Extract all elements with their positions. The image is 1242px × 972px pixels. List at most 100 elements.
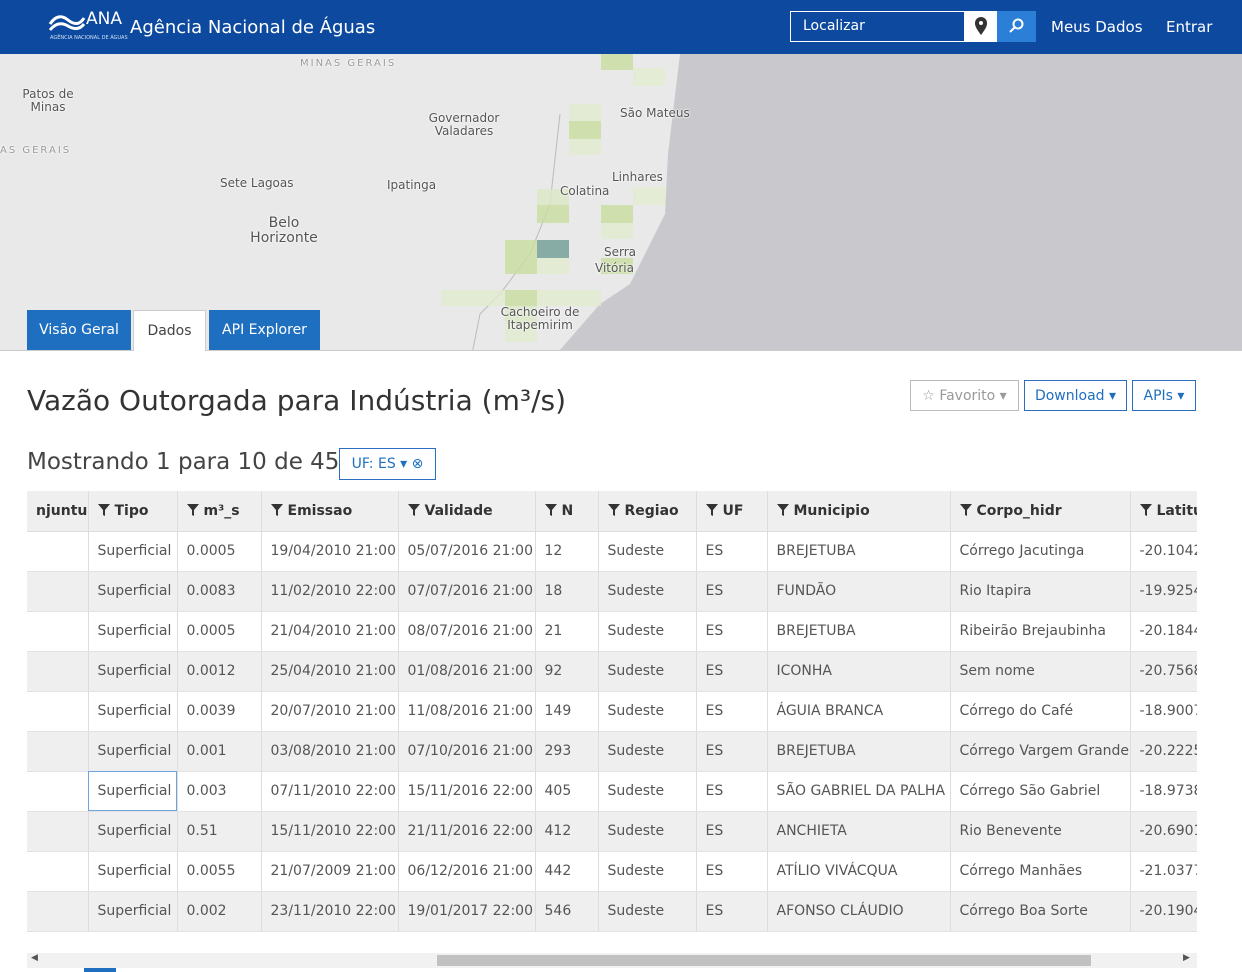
table-cell[interactable]: 0.0055 bbox=[177, 851, 262, 892]
table-cell[interactable]: Córrego Manhães bbox=[950, 851, 1131, 892]
table-cell[interactable]: ES bbox=[696, 611, 768, 652]
table-cell[interactable]: 25/04/2010 21:00 bbox=[261, 651, 399, 692]
table-cell[interactable]: SÃO GABRIEL DA PALHA bbox=[767, 771, 951, 812]
table-cell[interactable]: -21.0377 bbox=[1130, 851, 1197, 892]
filter-chip[interactable]: UF: ES ▾ ⊗ bbox=[339, 448, 436, 480]
table-cell[interactable]: 07/07/2016 21:00 bbox=[398, 571, 536, 612]
tab[interactable]: API Explorer bbox=[209, 310, 320, 350]
table-cell[interactable]: 21/07/2009 21:00 bbox=[261, 851, 399, 892]
table-cell[interactable]: Córrego Boa Sorte bbox=[950, 891, 1131, 932]
table-row[interactable]: Superficial 0.0055 21/07/2009 21:00 06/12/2… bbox=[27, 851, 1197, 892]
table-cell[interactable]: -20.7568 bbox=[1130, 651, 1197, 692]
table-cell[interactable]: ES bbox=[696, 691, 768, 732]
table-cell[interactable]: Sudeste bbox=[598, 651, 697, 692]
column-header[interactable]: m³_s bbox=[177, 491, 262, 532]
table-cell[interactable]: 0.0012 bbox=[177, 651, 262, 692]
table-cell[interactable]: ES bbox=[696, 651, 768, 692]
column-header[interactable]: N bbox=[535, 491, 599, 532]
table-cell[interactable]: ES bbox=[696, 571, 768, 612]
table-cell[interactable]: -20.1904 bbox=[1130, 891, 1197, 932]
table-cell[interactable]: ES bbox=[696, 891, 768, 932]
table-cell[interactable]: AFONSO CLÁUDIO bbox=[767, 891, 951, 932]
column-header[interactable]: Regiao bbox=[598, 491, 697, 532]
site-title[interactable]: Agência Nacional de Águas bbox=[130, 17, 376, 38]
table-cell[interactable]: Superficial bbox=[88, 771, 178, 812]
table-cell[interactable]: -20.1042 bbox=[1130, 531, 1197, 572]
table-cell[interactable]: -20.2225 bbox=[1130, 731, 1197, 772]
table-cell[interactable]: 15/11/2016 22:00 bbox=[398, 771, 536, 812]
table-cell[interactable]: 546 bbox=[535, 891, 599, 932]
column-header[interactable]: Latitu bbox=[1130, 491, 1197, 532]
table-cell[interactable]: Superficial bbox=[88, 611, 178, 652]
table-cell[interactable]: ES bbox=[696, 731, 768, 772]
table-cell[interactable]: ES bbox=[696, 851, 768, 892]
column-header[interactable]: Emissao bbox=[261, 491, 399, 532]
table-cell[interactable]: 05/07/2016 21:00 bbox=[398, 531, 536, 572]
table-cell[interactable]: 23/11/2010 22:00 bbox=[261, 891, 399, 932]
table-cell[interactable]: 19/01/2017 22:00 bbox=[398, 891, 536, 932]
table-cell[interactable]: 405 bbox=[535, 771, 599, 812]
table-cell[interactable]: Sudeste bbox=[598, 691, 697, 732]
table-cell[interactable]: 293 bbox=[535, 731, 599, 772]
table-cell[interactable]: 18 bbox=[535, 571, 599, 612]
table-row[interactable]: Superficial 0.0039 20/07/2010 21:00 11/08/2… bbox=[27, 691, 1197, 732]
favorite-button[interactable]: ☆ Favorito ▾ bbox=[910, 380, 1019, 411]
table-cell[interactable]: Córrego Jacutinga bbox=[950, 531, 1131, 572]
table-cell[interactable]: ANCHIETA bbox=[767, 811, 951, 852]
table-cell[interactable]: Sudeste bbox=[598, 771, 697, 812]
table-cell[interactable]: 19/04/2010 21:00 bbox=[261, 531, 399, 572]
column-header[interactable]: njuntu bbox=[27, 491, 89, 532]
table-cell[interactable]: ES bbox=[696, 531, 768, 572]
table-cell[interactable]: 20/07/2010 21:00 bbox=[261, 691, 399, 732]
table-cell[interactable]: -20.1844 bbox=[1130, 611, 1197, 652]
nav-link[interactable]: Meus Dados bbox=[1051, 18, 1143, 36]
table-cell[interactable]: Superficial bbox=[88, 691, 178, 732]
map[interactable]: MINAS GERAIS Patos de Minas AS GERAIS Go… bbox=[0, 54, 1242, 351]
table-cell[interactable]: BREJETUBA bbox=[767, 731, 951, 772]
table-cell[interactable]: Sudeste bbox=[598, 891, 697, 932]
table-row[interactable]: Superficial 0.002 23/11/2010 22:00 19/01/20… bbox=[27, 891, 1197, 932]
table-cell[interactable]: -20.6901 bbox=[1130, 811, 1197, 852]
table-cell[interactable]: 03/08/2010 21:00 bbox=[261, 731, 399, 772]
apis-button[interactable]: APIs ▾ bbox=[1132, 380, 1196, 411]
column-header[interactable]: Validade bbox=[398, 491, 536, 532]
table-cell[interactable]: 21 bbox=[535, 611, 599, 652]
nav-link[interactable]: Entrar bbox=[1166, 18, 1213, 36]
table-cell[interactable]: Superficial bbox=[88, 651, 178, 692]
scrollbar-thumb[interactable] bbox=[437, 955, 1091, 966]
table-cell[interactable]: Rio Benevente bbox=[950, 811, 1131, 852]
table-cell[interactable]: 0.51 bbox=[177, 811, 262, 852]
table-cell[interactable]: Sudeste bbox=[598, 851, 697, 892]
column-header[interactable]: Tipo bbox=[88, 491, 178, 532]
table-cell[interactable]: Superficial bbox=[88, 731, 178, 772]
table-cell[interactable]: Rio Itapira bbox=[950, 571, 1131, 612]
table-cell[interactable]: 0.0039 bbox=[177, 691, 262, 732]
table-cell[interactable]: -18.9738 bbox=[1130, 771, 1197, 812]
table-cell[interactable]: FUNDÃO bbox=[767, 571, 951, 612]
table-cell[interactable]: ES bbox=[696, 771, 768, 812]
download-button[interactable]: Download ▾ bbox=[1024, 380, 1127, 411]
table-cell[interactable]: ICONHA bbox=[767, 651, 951, 692]
tab-active[interactable]: Dados bbox=[133, 310, 206, 351]
search-input[interactable]: Localizar bbox=[790, 11, 965, 42]
table-cell[interactable]: 11/08/2016 21:00 bbox=[398, 691, 536, 732]
table-row[interactable]: Superficial 0.0005 19/04/2010 21:00 05/07/2… bbox=[27, 531, 1197, 572]
table-cell[interactable]: Sudeste bbox=[598, 811, 697, 852]
table-cell[interactable]: Superficial bbox=[88, 531, 178, 572]
table-cell[interactable]: -19.9254 bbox=[1130, 571, 1197, 612]
table-cell[interactable]: Ribeirão Brejaubinha bbox=[950, 611, 1131, 652]
column-header[interactable]: UF bbox=[696, 491, 768, 532]
table-cell[interactable]: 0.0005 bbox=[177, 611, 262, 652]
scroll-left[interactable]: ◀ bbox=[31, 953, 38, 963]
horizontal-scrollbar[interactable]: ◀ ▶ bbox=[27, 953, 1197, 968]
table-cell[interactable]: 15/11/2010 22:00 bbox=[261, 811, 399, 852]
table-cell[interactable]: Córrego Vargem Grande bbox=[950, 731, 1131, 772]
table-row[interactable]: Superficial 0.003 07/11/2010 22:00 15/11/20… bbox=[27, 771, 1197, 812]
table-cell[interactable]: 412 bbox=[535, 811, 599, 852]
table-cell[interactable]: Sem nome bbox=[950, 651, 1131, 692]
table-cell[interactable]: 0.003 bbox=[177, 771, 262, 812]
table-cell[interactable]: 0.001 bbox=[177, 731, 262, 772]
table-cell[interactable]: Sudeste bbox=[598, 571, 697, 612]
table-cell[interactable]: Sudeste bbox=[598, 731, 697, 772]
table-cell[interactable]: Córrego São Gabriel bbox=[950, 771, 1131, 812]
